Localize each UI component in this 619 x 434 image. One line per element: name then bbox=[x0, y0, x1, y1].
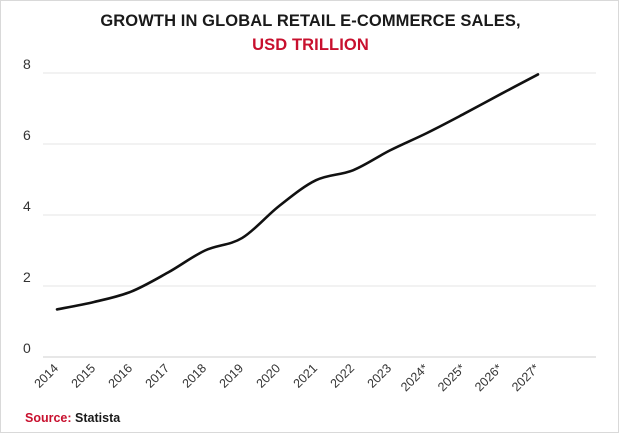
data-point-2016 bbox=[130, 290, 132, 292]
chart-subtitle: USD TRILLION bbox=[252, 36, 369, 54]
data-point-2021 bbox=[315, 179, 317, 181]
x-tick-label: 2026* bbox=[472, 361, 505, 394]
y-tick-label: 6 bbox=[23, 127, 31, 143]
data-point-2024-forecast bbox=[426, 132, 428, 134]
y-tick-label: 2 bbox=[23, 269, 31, 285]
y-tick-label: 4 bbox=[23, 198, 31, 214]
source-label: Source: bbox=[25, 411, 72, 425]
x-tick-label: 2018 bbox=[180, 361, 210, 391]
x-tick-label: 2023 bbox=[365, 361, 395, 391]
data-point-2018 bbox=[204, 249, 206, 251]
x-tick-label: 2019 bbox=[217, 361, 247, 391]
data-point-2017 bbox=[167, 271, 169, 273]
source-note: Source: Statista bbox=[25, 411, 120, 425]
x-tick-label: 2015 bbox=[69, 361, 99, 391]
data-point-2015 bbox=[93, 301, 95, 303]
data-point-2020 bbox=[278, 205, 280, 207]
data-point-2019 bbox=[241, 237, 243, 239]
y-tick-label: 8 bbox=[23, 56, 31, 72]
x-tick-label: 2024* bbox=[398, 361, 431, 394]
x-tick-label: 2025* bbox=[435, 361, 468, 394]
data-point-2022 bbox=[352, 169, 354, 171]
x-tick-label: 2016 bbox=[106, 361, 136, 391]
source-value: Statista bbox=[75, 411, 121, 425]
data-point-2025-forecast bbox=[463, 113, 465, 115]
chart-title: GROWTH IN GLOBAL RETAIL E-COMMERCE SALES… bbox=[100, 12, 521, 30]
data-point-2023 bbox=[389, 149, 391, 151]
x-tick-label: 2020 bbox=[254, 361, 284, 391]
x-tick-label: 2022 bbox=[328, 361, 358, 391]
x-tick-label: 2017 bbox=[143, 361, 173, 391]
y-tick-label: 0 bbox=[23, 340, 31, 356]
data-point-2026-forecast bbox=[500, 93, 502, 95]
x-tick-label: 2021 bbox=[291, 361, 321, 391]
series-line bbox=[55, 73, 540, 311]
data-point-2027-forecast bbox=[537, 73, 539, 75]
data-point-2014 bbox=[56, 308, 58, 310]
x-tick-label: 2027* bbox=[509, 361, 542, 394]
x-tick-label: 2014 bbox=[32, 361, 62, 391]
